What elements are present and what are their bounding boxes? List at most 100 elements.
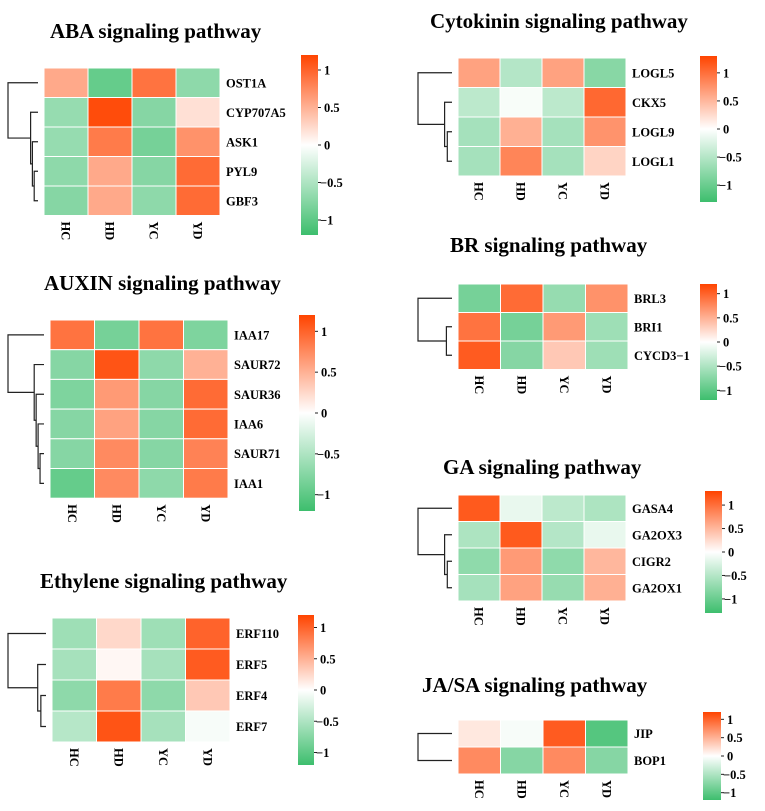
heatmap-cell xyxy=(183,378,229,410)
legend-tick-label: 1 xyxy=(320,621,326,635)
heatmap-cell xyxy=(138,349,184,380)
heatmap-cell xyxy=(43,156,89,187)
heatmap-cell xyxy=(175,185,221,216)
heatmap-cell xyxy=(585,283,629,313)
column-label: YD xyxy=(200,748,214,766)
legend-tick-label: 0.5 xyxy=(321,366,337,380)
heatmap-cell xyxy=(138,319,184,351)
dendrogram-branch xyxy=(446,560,452,589)
heatmap-cell xyxy=(185,679,231,712)
column-label: YC xyxy=(147,222,161,240)
heatmap-cell xyxy=(49,319,95,351)
row-label: SAUR71 xyxy=(234,447,281,461)
heatmap-cell xyxy=(499,116,543,147)
legend-tick-label: 0.5 xyxy=(727,731,743,745)
heatmap-cell xyxy=(500,340,544,370)
row-label: LOGL5 xyxy=(632,66,674,80)
column-label: YC xyxy=(556,182,570,200)
heatmap-cell xyxy=(87,126,133,157)
heatmap-panel-2: AUXIN signaling pathway IAA17 SAUR72 SAUR36… xyxy=(7,271,340,523)
legend-tick-label: −0.5 xyxy=(719,360,742,374)
column-label: HD xyxy=(514,376,528,395)
heatmap-cell xyxy=(583,57,627,88)
legend-tick-label: −1 xyxy=(723,786,736,800)
heatmap-cell xyxy=(96,648,142,681)
row-label: BRL3 xyxy=(634,292,666,306)
column-label: HC xyxy=(67,748,81,767)
heatmap-cell xyxy=(140,710,186,743)
heatmap-cell xyxy=(87,185,133,216)
row-label: SAUR36 xyxy=(234,388,281,402)
row-dendrogram xyxy=(417,297,452,356)
legend-tick-label: 1 xyxy=(727,713,733,727)
heatmap-cell xyxy=(51,679,97,712)
dendrogram-branch xyxy=(37,423,44,470)
heatmap-cell xyxy=(583,521,627,549)
column-label: YD xyxy=(599,780,613,798)
heatmap-cell xyxy=(175,97,221,128)
heatmap-cell xyxy=(541,494,585,522)
color-legend-bar xyxy=(299,315,315,511)
heatmap-panel-5: BR signaling pathway BRL3 BRI1 CYCD3−1 HC HD Y… xyxy=(417,233,742,400)
dendrogram-branch xyxy=(7,334,44,393)
legend-tick-label: 1 xyxy=(324,64,330,78)
heatmap-cell xyxy=(457,547,501,575)
legend-tick-label: −0.5 xyxy=(723,768,746,782)
legend-tick-label: 0.5 xyxy=(723,94,739,108)
row-label: PYL9 xyxy=(226,165,257,179)
color-legend-bar xyxy=(301,55,318,235)
heatmap-cell xyxy=(49,468,95,499)
color-legend-bar xyxy=(298,615,314,765)
row-dendrogram xyxy=(7,632,46,728)
column-label: HC xyxy=(472,182,486,201)
color-legend-bar xyxy=(700,284,717,400)
heatmap-cell xyxy=(94,349,140,380)
legend-tick-label: 1 xyxy=(723,66,729,80)
dendrogram-branch xyxy=(417,72,452,125)
heatmap-cell xyxy=(175,126,221,157)
heatmap-cell xyxy=(583,494,627,522)
row-label: ERF5 xyxy=(236,658,267,672)
row-label: ERF4 xyxy=(236,689,268,703)
legend-tick-label: 0 xyxy=(723,336,729,350)
row-label: BRI1 xyxy=(634,320,662,334)
row-label: GA2OX3 xyxy=(632,528,682,542)
row-label: CYCD3−1 xyxy=(634,349,690,363)
heatmap-cell xyxy=(43,97,89,128)
heatmap-panel-7: JA/SA signaling pathway JIP BOP1 HC HD YC YD 1 0… xyxy=(417,673,746,800)
column-label: YC xyxy=(156,748,170,766)
heatmap-cell xyxy=(49,408,95,440)
heatmap-cell xyxy=(541,57,585,88)
column-label: HC xyxy=(472,780,486,799)
heatmap-panel-6: GA signaling pathway GASA4 GA2OX3 CIGR2 GA2O… xyxy=(417,455,747,626)
legend-tick-label: 0.5 xyxy=(728,522,744,536)
row-label: OST1A xyxy=(226,76,266,90)
heatmap-cell xyxy=(94,319,140,351)
row-label: CIGR2 xyxy=(632,555,671,569)
column-label: HD xyxy=(103,222,117,241)
row-label: IAA6 xyxy=(234,417,263,431)
dendrogram-branch xyxy=(445,326,452,356)
heatmap-cell xyxy=(541,146,585,177)
heatmap-cell xyxy=(583,116,627,147)
legend-tick-label: −0.5 xyxy=(320,176,343,190)
column-label: HD xyxy=(514,182,528,201)
legend-tick-label: 1 xyxy=(728,499,734,513)
heatmap-cell xyxy=(499,146,543,177)
legend-tick-label: 0 xyxy=(324,139,330,153)
heatmap-panel-3: Ethylene signaling pathway ERF110 ERF5 ERF4… xyxy=(7,569,339,767)
column-label: HD xyxy=(514,607,528,626)
row-label: LOGL1 xyxy=(632,155,674,169)
row-label: ERF110 xyxy=(236,627,279,641)
heatmap-cell xyxy=(457,340,501,370)
legend-tick-label: 0 xyxy=(321,407,327,421)
column-label: HD xyxy=(111,748,125,767)
heatmap-cell xyxy=(583,547,627,575)
heatmap-cell xyxy=(87,97,133,128)
heatmap-cell xyxy=(583,574,627,602)
panel-title: AUXIN signaling pathway xyxy=(44,271,281,295)
heatmap-cell xyxy=(140,679,186,712)
dendrogram-branch xyxy=(7,632,46,689)
legend-tick-label: −1 xyxy=(719,179,732,193)
heatmap-cell xyxy=(183,468,229,499)
